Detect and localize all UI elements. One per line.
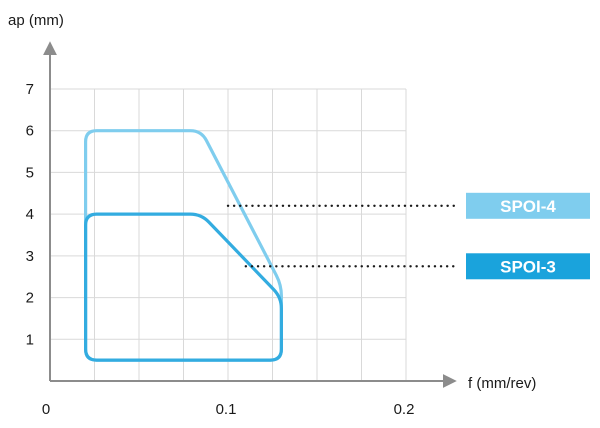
y-tick-label: 2: [26, 290, 34, 307]
y-tick-label: 3: [26, 248, 34, 265]
series-outline-spoi-3: [84, 212, 283, 362]
legend-label-spoi-3: SPOI-3: [500, 257, 556, 276]
y-tick-label: 5: [26, 164, 34, 181]
y-tick-label: 1: [26, 331, 34, 348]
x-tick-label: 0.2: [394, 401, 415, 418]
x-tick-label: 0: [42, 401, 50, 418]
axes: ap (mm) f (mm/rev): [8, 12, 536, 392]
y-tick-label: 6: [26, 123, 34, 140]
y-axis-title: ap (mm): [8, 12, 64, 29]
legend-box-spoi-3: [466, 253, 590, 280]
x-tick-label: 0.1: [216, 401, 237, 418]
series-layer: [84, 129, 283, 362]
legend-box-spoi-4: [466, 192, 590, 219]
legend-label-spoi-4: SPOI-4: [500, 197, 556, 216]
legend: SPOI-4 SPOI-3: [226, 192, 590, 280]
y-tick-label: 7: [26, 81, 34, 98]
x-axis-title: f (mm/rev): [468, 375, 536, 392]
y-tick-label: 4: [26, 206, 34, 223]
grid: [50, 88, 407, 381]
tick-labels: 1 2 3 4 5 6 7 0 0.1 0.2: [26, 81, 415, 418]
